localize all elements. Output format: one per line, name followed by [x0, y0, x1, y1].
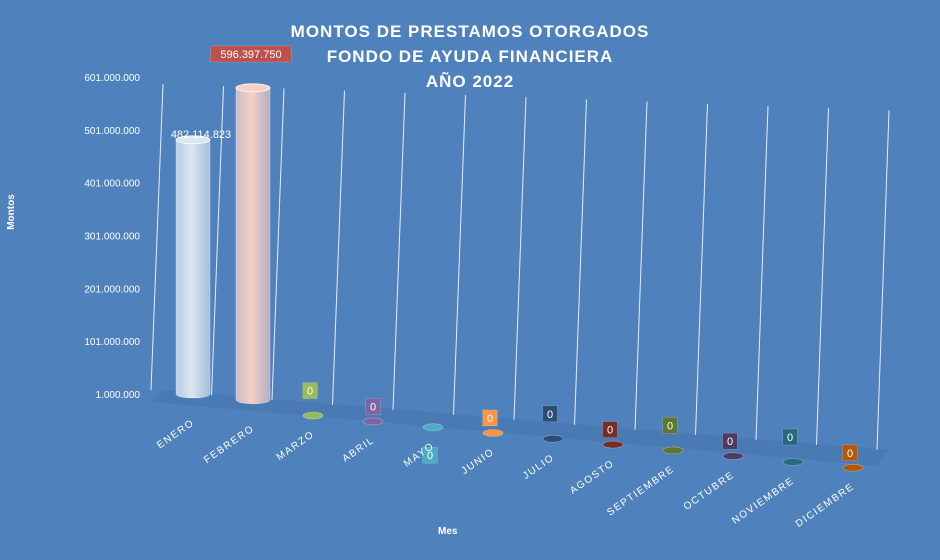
bar-junio [482, 429, 504, 437]
x-tick-label-diciembre: DICIEMBRE [794, 481, 857, 530]
x-tick-label-octubre: OCTUBRE [682, 470, 737, 513]
bar-abril [362, 417, 384, 426]
vertical-gridline [453, 94, 466, 415]
x-tick-label-marzo: MARZO [275, 429, 317, 463]
data-label-bg [782, 428, 798, 446]
x-tick-label-noviembre: NOVIEMBRE [730, 475, 797, 526]
bar-julio [542, 434, 564, 443]
y-tick-label: 101.000.000 [84, 337, 140, 348]
vertical-gridline [392, 92, 406, 410]
data-label: 0 [370, 401, 376, 413]
data-label: 0 [607, 425, 613, 437]
bar-marzo [302, 411, 324, 420]
vertical-gridline [150, 83, 164, 391]
x-tick-label-febrero: FEBRERO [202, 423, 257, 466]
bar-top [175, 135, 211, 145]
data-label-bg [542, 405, 558, 423]
y-tick-label: 501.000.000 [84, 126, 140, 137]
vertical-gridline [332, 90, 345, 405]
bar-agosto [602, 440, 624, 449]
vertical-gridline [755, 105, 769, 440]
vertical-gridline [695, 103, 708, 435]
vertical-gridline [513, 97, 527, 420]
x-tick-label-septiembre: SEPTIEMBRE [605, 464, 676, 519]
bar-top [235, 83, 271, 93]
vertical-gridline [634, 101, 648, 430]
data-label-bg [210, 45, 292, 63]
y-tick-label: 201.000.000 [84, 284, 140, 295]
data-label-bg [302, 382, 318, 399]
vertical-gridline [876, 110, 890, 450]
data-label-bg [482, 409, 498, 427]
bar-septiembre [662, 446, 684, 455]
x-tick-label-junio: JUNIO [460, 446, 497, 477]
bar-noviembre [782, 458, 804, 466]
data-label: 0 [547, 409, 553, 421]
x-tick-label-enero: ENERO [155, 417, 197, 451]
data-label-bg [365, 398, 381, 415]
chart-title-line-3: AÑO 2022 [425, 72, 515, 91]
data-label-bg [422, 446, 438, 464]
data-label-bg [602, 421, 618, 438]
x-tick-label-julio: JULIO [521, 452, 557, 482]
y-tick-label: 301.000.000 [84, 232, 140, 243]
data-label: 0 [667, 420, 673, 432]
data-label: 0 [487, 413, 493, 425]
data-label-bg [842, 444, 858, 462]
data-label-bg [662, 417, 678, 434]
y-axis-title: Montos [6, 194, 17, 230]
y-tick-label: 601.000.000 [84, 73, 140, 84]
chart-title-line-1: MONTOS DE PRESTAMOS OTORGADOS [290, 22, 650, 41]
vertical-gridline [816, 108, 829, 445]
vertical-gridline [574, 99, 587, 425]
bar-febrero [235, 87, 271, 405]
bar-mayo [422, 423, 444, 432]
data-label: 0 [427, 450, 433, 462]
bar-diciembre [842, 463, 864, 472]
data-label: 482.114.823 [171, 129, 231, 141]
y-tick-label: 401.000.000 [84, 179, 140, 190]
data-label-bg [722, 432, 738, 450]
vertical-gridline [271, 88, 285, 400]
data-label: 0 [787, 432, 793, 444]
chart-floor [151, 390, 889, 466]
bar-octubre [722, 452, 744, 461]
data-label: 0 [727, 436, 733, 448]
data-label: 596.397.750 [220, 49, 281, 61]
chart-title-line-2: FONDO DE AYUDA FINANCIERA [326, 47, 614, 66]
x-axis-title: Mes [438, 526, 458, 537]
vertical-gridline [211, 86, 224, 396]
data-label: 0 [307, 386, 313, 398]
bar-enero [175, 139, 211, 399]
x-tick-label-agosto: AGOSTO [568, 458, 617, 497]
y-tick-label: 1.000.000 [96, 390, 141, 401]
data-label: 0 [847, 448, 853, 460]
x-tick-label-abril: ABRIL [341, 435, 377, 465]
